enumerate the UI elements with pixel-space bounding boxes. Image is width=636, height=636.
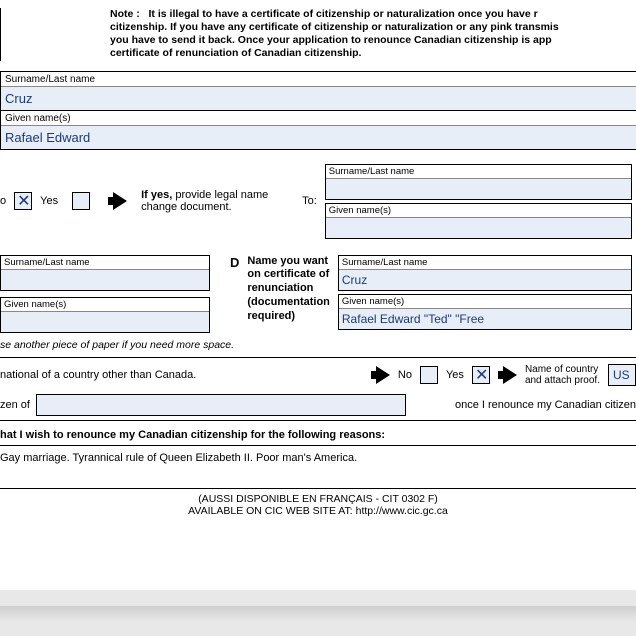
country-l1: Name of country: [525, 364, 598, 375]
note-text: Note : It is illegal to have a certifica…: [110, 8, 636, 61]
d-title-3: renunciation: [247, 282, 330, 296]
arrow-icon-2: [376, 366, 390, 384]
yes-label-2: Yes: [446, 369, 464, 381]
zen-trail: once I renounce my Canadian citizen: [455, 399, 636, 411]
no-checkbox[interactable]: [420, 366, 438, 384]
country-input[interactable]: [608, 364, 636, 386]
country-l2: and attach proof.: [525, 375, 600, 386]
reasons-text: Gay marriage. Tyrannical rule of Queen E…: [0, 445, 636, 488]
to-label: To:: [302, 195, 317, 207]
d-given-input[interactable]: [339, 309, 631, 329]
left-surname-label: Surname/Last name: [1, 256, 209, 270]
renounce-heading: hat I wish to renounce my Canadian citiz…: [0, 421, 636, 445]
d-surname-label: Surname/Last name: [339, 256, 631, 270]
blank-checkbox[interactable]: [72, 192, 90, 210]
zen-label: zen of: [0, 399, 30, 411]
o-label: o: [0, 195, 6, 207]
zen-input[interactable]: [36, 394, 406, 416]
more-space-note: se another piece of paper if you need mo…: [0, 335, 636, 357]
yes-label: Yes: [40, 195, 58, 207]
ifyes-text: If yes, provide legal name change docume…: [141, 189, 276, 213]
d-title-5: required): [247, 310, 330, 324]
d-surname-input[interactable]: [339, 270, 631, 290]
given-input[interactable]: [1, 125, 636, 149]
left-given-label: Given name(s): [1, 298, 209, 312]
national-text: national of a country other than Canada.: [0, 369, 196, 381]
to-surname-input[interactable]: [326, 179, 631, 199]
d-title-4: (documentation: [247, 296, 330, 310]
footer-line2: AVAILABLE ON CIC WEB SITE AT: http://www…: [0, 505, 636, 517]
to-surname-label: Surname/Last name: [326, 165, 631, 179]
left-surname-input[interactable]: [1, 270, 209, 290]
to-given-label: Given name(s): [326, 204, 631, 218]
given-label: Given name(s): [1, 110, 636, 125]
footer-line1: (AUSSI DISPONIBLE EN FRANÇAIS - CIT 0302…: [0, 493, 636, 505]
section-d-letter: D: [230, 255, 239, 333]
yes-checkbox-2[interactable]: [472, 366, 490, 384]
arrow-icon-3: [503, 366, 517, 384]
d-title-1: Name you want: [247, 255, 330, 269]
surname-label: Surname/Last name: [1, 71, 636, 86]
yes-checkbox[interactable]: [14, 192, 32, 210]
surname-input[interactable]: [1, 86, 636, 110]
left-given-input[interactable]: [1, 312, 209, 332]
arrow-icon: [113, 192, 127, 210]
d-given-label: Given name(s): [339, 295, 631, 309]
no-label: No: [398, 369, 412, 381]
to-given-input[interactable]: [326, 218, 631, 238]
d-title-2: on certificate of: [247, 268, 330, 282]
